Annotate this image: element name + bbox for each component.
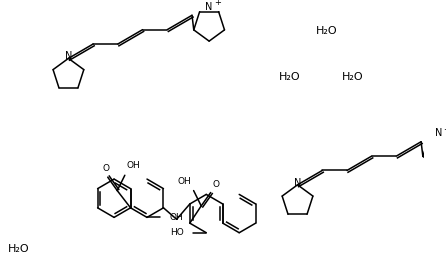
Text: H₂O: H₂O: [8, 244, 29, 254]
Text: HO: HO: [170, 228, 183, 237]
Text: N: N: [206, 2, 213, 12]
Text: H₂O: H₂O: [278, 72, 300, 82]
Text: N: N: [294, 178, 301, 188]
Text: N: N: [65, 51, 72, 61]
Text: OH: OH: [178, 177, 192, 186]
Text: N: N: [434, 128, 442, 138]
Text: OH: OH: [127, 162, 140, 171]
Text: OH: OH: [170, 213, 184, 222]
Text: O: O: [213, 180, 219, 189]
Text: +: +: [214, 0, 221, 7]
Text: H₂O: H₂O: [342, 72, 364, 82]
Text: O: O: [102, 164, 109, 173]
Text: +: +: [443, 125, 446, 134]
Text: H₂O: H₂O: [316, 26, 337, 36]
